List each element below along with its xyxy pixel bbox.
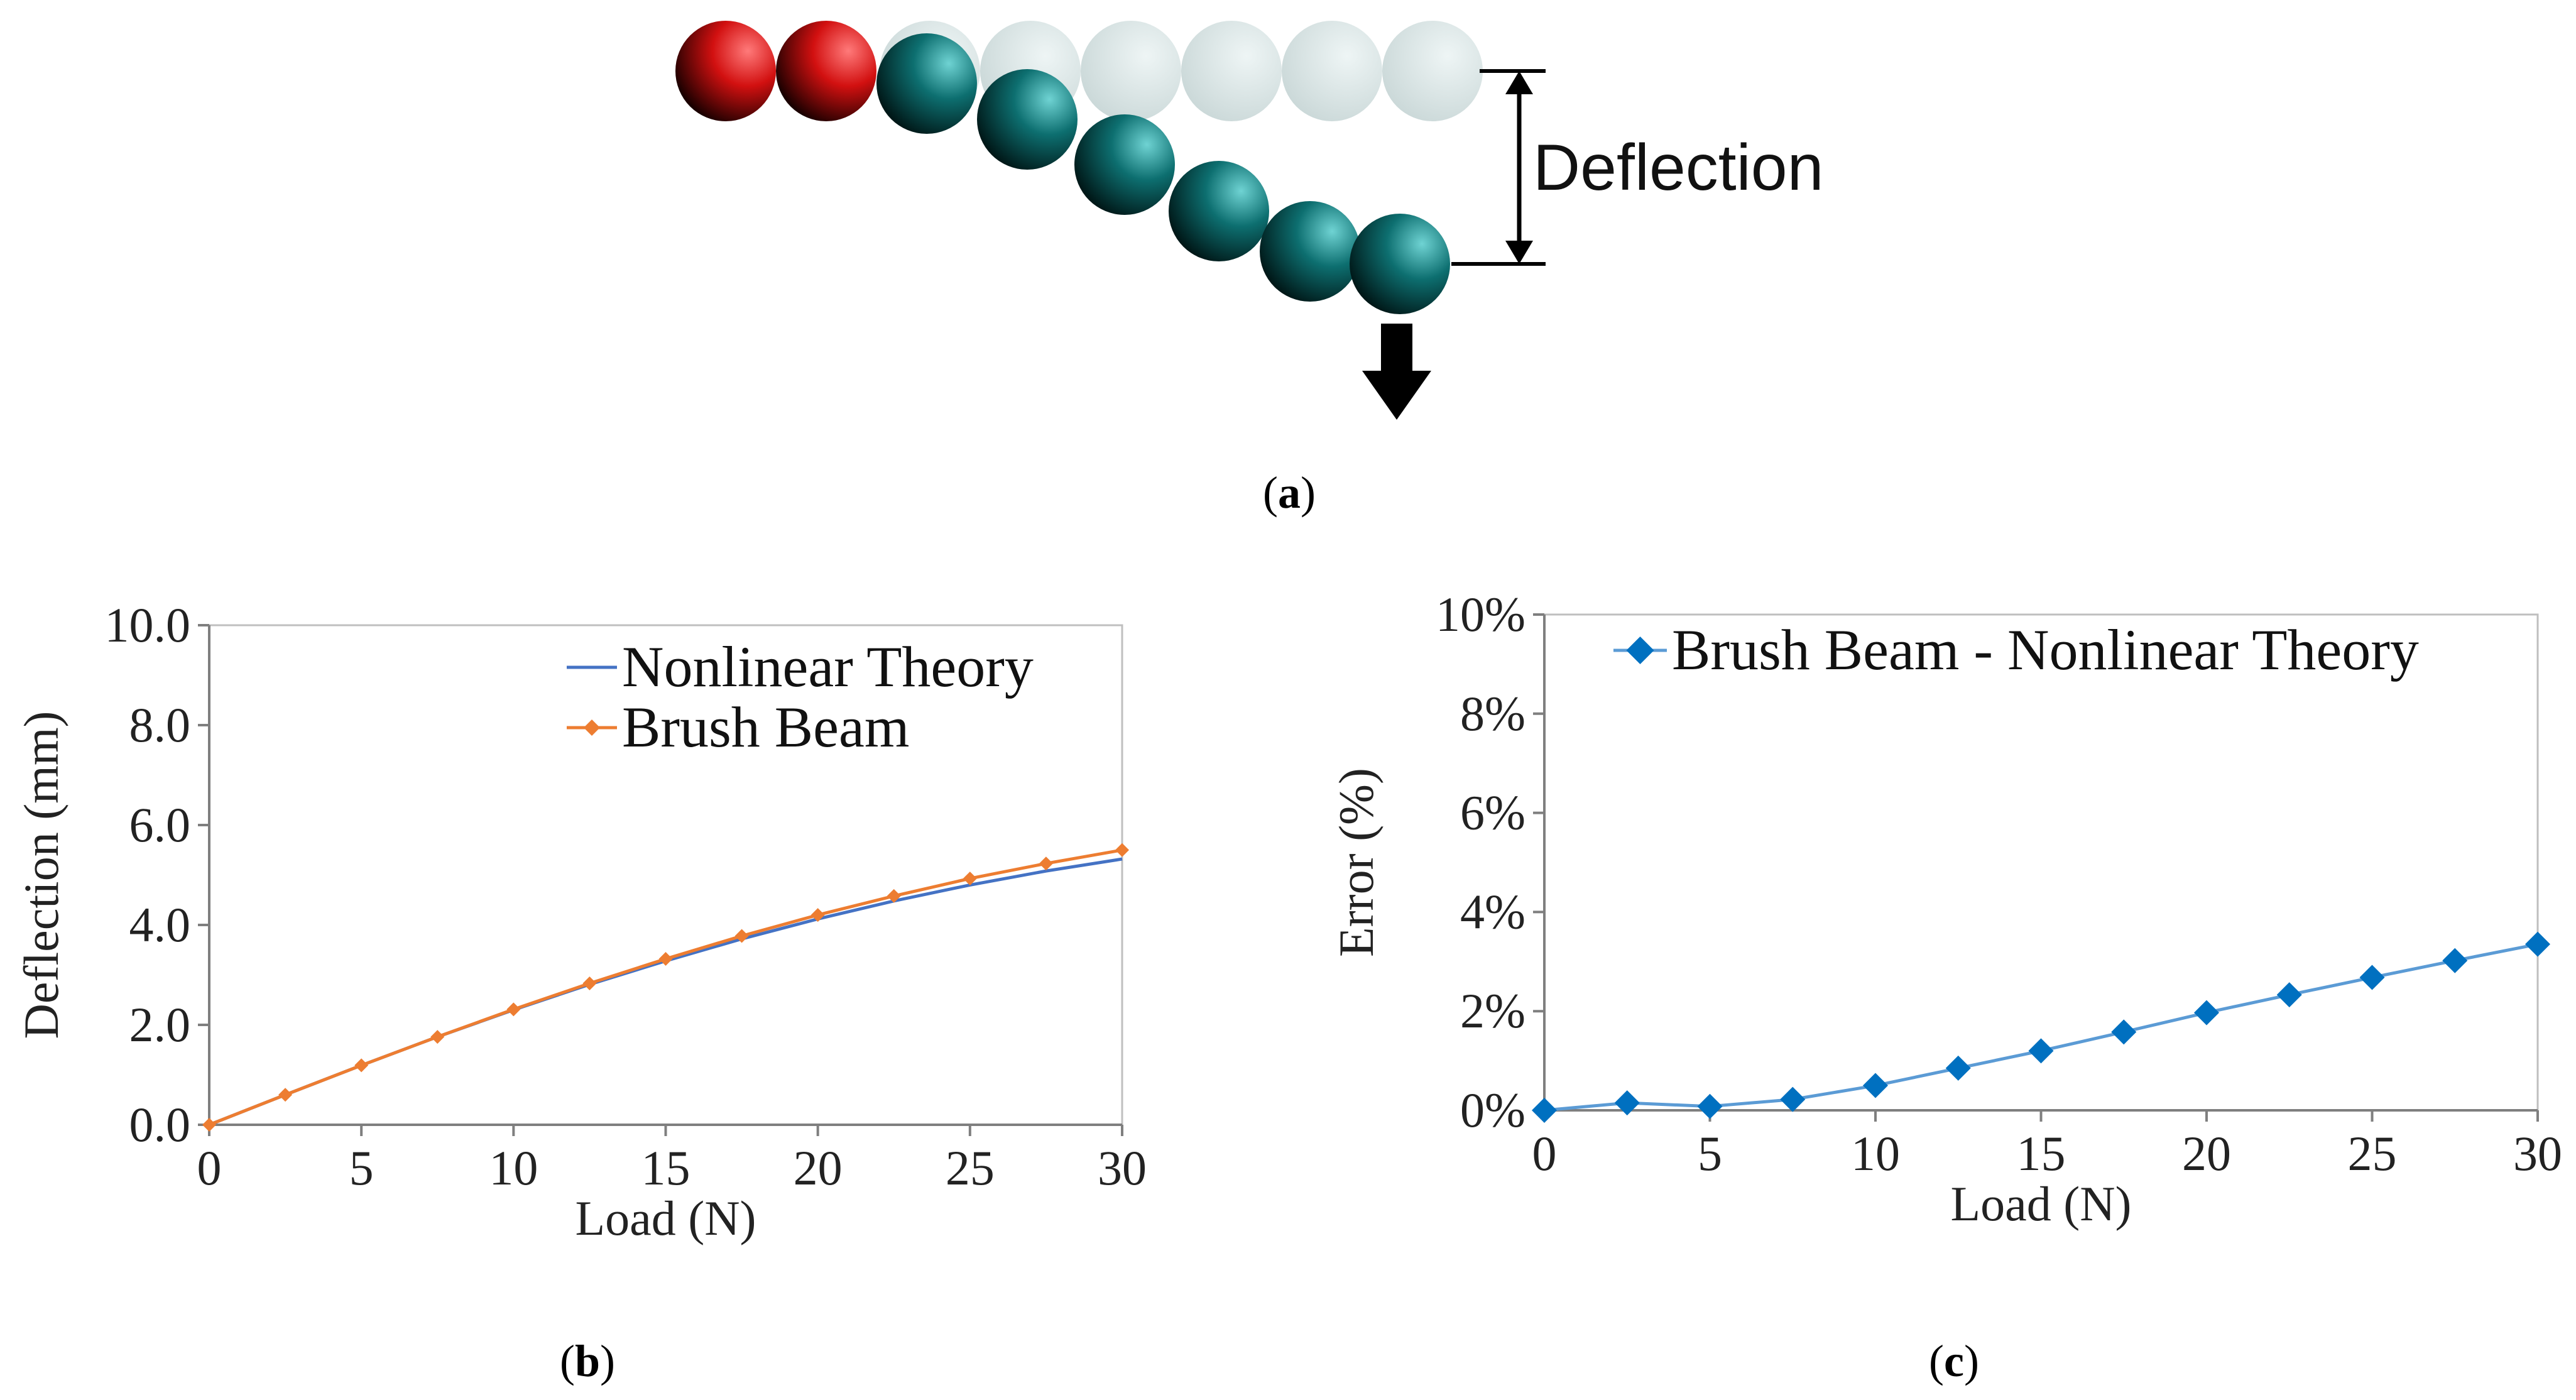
panel-a-beam-illustration: Deflection (a) bbox=[675, 21, 1823, 518]
fixed-ball-0 bbox=[675, 21, 776, 121]
data-point-s0-2 bbox=[1697, 1093, 1723, 1119]
data-point-s1-10 bbox=[963, 872, 977, 886]
y-tick-label: 4% bbox=[1460, 884, 1525, 939]
data-point-s0-0 bbox=[1532, 1098, 1557, 1123]
data-point-s0-8 bbox=[2194, 1000, 2219, 1025]
fixed-ball-1 bbox=[776, 21, 876, 121]
x-tick-label: 25 bbox=[2348, 1126, 2397, 1181]
data-point-s1-8 bbox=[810, 908, 825, 922]
caption-c: (c) bbox=[1929, 1336, 1979, 1386]
chart-c-error-vs-load: 0 5 10 15 20 25 30 0% 2% 4% 6% 8% 10% Load (N) Error (… bbox=[1329, 587, 2562, 1231]
data-point-s1-2 bbox=[354, 1058, 369, 1073]
y-tick-label: 6.0 bbox=[129, 797, 191, 852]
legend-label-0: Nonlinear Theory bbox=[622, 635, 1034, 699]
data-point-s1-6 bbox=[658, 952, 673, 966]
series-line-0 bbox=[1544, 943, 2538, 1112]
x-axis-title: Load (N) bbox=[575, 1191, 756, 1245]
data-point-s0-9 bbox=[2276, 982, 2302, 1008]
y-tick-label: 0% bbox=[1460, 1083, 1525, 1137]
y-tick-label: 2.0 bbox=[129, 997, 191, 1052]
data-point-s0-10 bbox=[2359, 965, 2385, 990]
y-tick-label: 4.0 bbox=[129, 897, 191, 952]
ghost-ball-3 bbox=[1181, 21, 1282, 121]
caption-a: (a) bbox=[1263, 468, 1316, 518]
data-point-s0-12 bbox=[2525, 931, 2550, 957]
x-tick-label: 10 bbox=[1851, 1126, 1900, 1181]
legend-label-0: Brush Beam - Nonlinear Theory bbox=[1672, 618, 2419, 682]
y-tick-label: 10.0 bbox=[105, 598, 191, 652]
load-arrow-icon bbox=[1362, 324, 1431, 420]
x-axis-title: Load (N) bbox=[1950, 1176, 2131, 1231]
ghost-ball-2 bbox=[1081, 21, 1181, 121]
deflected-ball-4 bbox=[1260, 201, 1360, 302]
data-point-s0-3 bbox=[1780, 1086, 1806, 1112]
y-tick-label: 8% bbox=[1460, 686, 1525, 741]
data-point-s0-6 bbox=[2028, 1038, 2054, 1064]
dimension-arrowhead-up-icon bbox=[1505, 71, 1533, 94]
data-point-s1-5 bbox=[582, 976, 597, 991]
x-tick-label: 20 bbox=[794, 1140, 843, 1195]
data-point-s1-11 bbox=[1039, 856, 1053, 871]
deflection-label: Deflection bbox=[1533, 131, 1823, 204]
data-point-s0-5 bbox=[1945, 1055, 1971, 1081]
y-tick-label: 0.0 bbox=[129, 1097, 191, 1152]
ghost-ball-5 bbox=[1382, 21, 1483, 121]
caption-b: (b) bbox=[560, 1336, 615, 1386]
y-tick-label: 8.0 bbox=[129, 697, 191, 752]
deflected-ball-5 bbox=[1350, 214, 1450, 314]
legend-label-1: Brush Beam bbox=[622, 695, 909, 759]
deflected-ball-1 bbox=[977, 69, 1078, 170]
x-tick-label: 15 bbox=[641, 1140, 690, 1195]
data-point-s0-11 bbox=[2442, 948, 2468, 973]
x-tick-label: 30 bbox=[2513, 1126, 2562, 1181]
deflected-ball-3 bbox=[1169, 161, 1269, 261]
y-axis-title: Error (%) bbox=[1329, 768, 1384, 957]
y-tick-label: 10% bbox=[1436, 587, 1525, 642]
data-point-s1-4 bbox=[506, 1002, 521, 1017]
data-point-s1-0 bbox=[202, 1118, 216, 1132]
series-line-1 bbox=[209, 848, 1123, 1127]
beam-balls bbox=[675, 21, 1483, 314]
data-point-s1-7 bbox=[734, 929, 749, 943]
data-point-s0-4 bbox=[1863, 1073, 1888, 1098]
y-tick-label: 2% bbox=[1460, 983, 1525, 1038]
data-point-s0-1 bbox=[1614, 1090, 1640, 1116]
data-point-s0-7 bbox=[2111, 1019, 2137, 1045]
data-point-s1-9 bbox=[887, 889, 901, 903]
data-point-s1-12 bbox=[1115, 843, 1129, 857]
data-point-s1-1 bbox=[278, 1088, 293, 1102]
x-tick-label: 20 bbox=[2182, 1126, 2231, 1181]
x-tick-label: 10 bbox=[489, 1140, 538, 1195]
series-line-0 bbox=[209, 857, 1123, 1127]
x-tick-label: 30 bbox=[1098, 1140, 1147, 1195]
chart-b-deflection-vs-load: 0 5 10 15 20 25 30 0.0 2.0 4.0 6.0 8.0 10.0 Load (N) D… bbox=[14, 598, 1147, 1245]
x-tick-label: 5 bbox=[349, 1140, 374, 1195]
x-tick-label: 5 bbox=[1698, 1126, 1722, 1181]
y-axis-title: Deflection (mm) bbox=[14, 711, 68, 1039]
deflected-ball-2 bbox=[1074, 114, 1175, 215]
plot-area-frame bbox=[1543, 613, 2539, 1112]
x-tick-label: 0 bbox=[1532, 1126, 1557, 1181]
x-tick-label: 25 bbox=[946, 1140, 995, 1195]
deflected-ball-0 bbox=[876, 33, 977, 134]
data-point-s1-3 bbox=[430, 1030, 445, 1044]
x-tick-label: 0 bbox=[197, 1140, 222, 1195]
dimension-arrowhead-down-icon bbox=[1505, 241, 1533, 264]
y-tick-label: 6% bbox=[1460, 785, 1525, 840]
x-tick-label: 15 bbox=[2017, 1126, 2066, 1181]
legend-swatch-marker-0 bbox=[1626, 637, 1654, 664]
legend-swatch-marker-1 bbox=[584, 719, 600, 736]
ghost-ball-4 bbox=[1282, 21, 1382, 121]
